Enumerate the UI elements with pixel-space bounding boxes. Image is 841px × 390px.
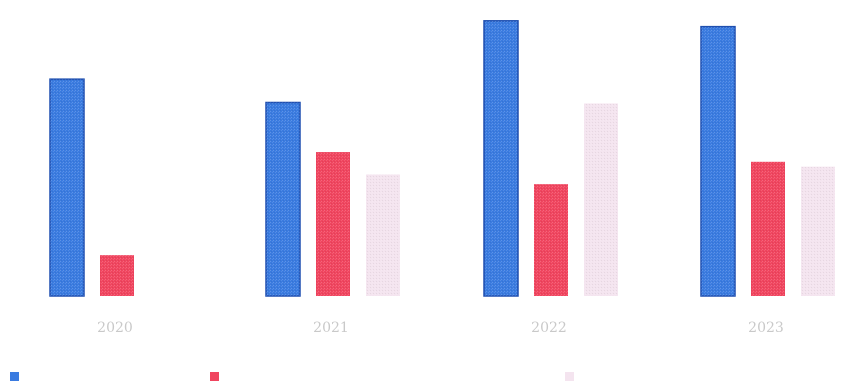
x-tick-label-2021: 2021 xyxy=(313,320,349,336)
bar-texture-2023-series-3 xyxy=(801,167,835,296)
bar-texture-2021-series-1 xyxy=(266,102,300,296)
legend-swatch-series-3 xyxy=(565,372,574,381)
x-axis-tick-labels: 2020 2021 2022 2023 xyxy=(97,320,784,336)
bar-texture-2021-series-2 xyxy=(316,152,350,296)
bar-texture-2022-series-2 xyxy=(534,184,568,296)
x-tick-label-2023: 2023 xyxy=(748,320,784,336)
legend-swatch-series-2 xyxy=(210,372,219,381)
bar-texture-2021-series-3 xyxy=(366,174,400,296)
bar-texture-2023-series-2 xyxy=(751,162,785,296)
bars-layer xyxy=(50,21,835,296)
x-tick-label-2022: 2022 xyxy=(531,320,567,336)
x-tick-label-2020: 2020 xyxy=(97,320,133,336)
legend xyxy=(10,372,574,381)
bar-texture-2020-series-2 xyxy=(100,255,134,296)
legend-swatch-series-1 xyxy=(10,372,19,381)
bar-texture-2020-series-1 xyxy=(50,79,84,296)
bar-texture-2022-series-1 xyxy=(484,21,518,296)
bar-texture-2023-series-1 xyxy=(701,27,735,296)
bar-texture-2022-series-3 xyxy=(584,103,618,296)
